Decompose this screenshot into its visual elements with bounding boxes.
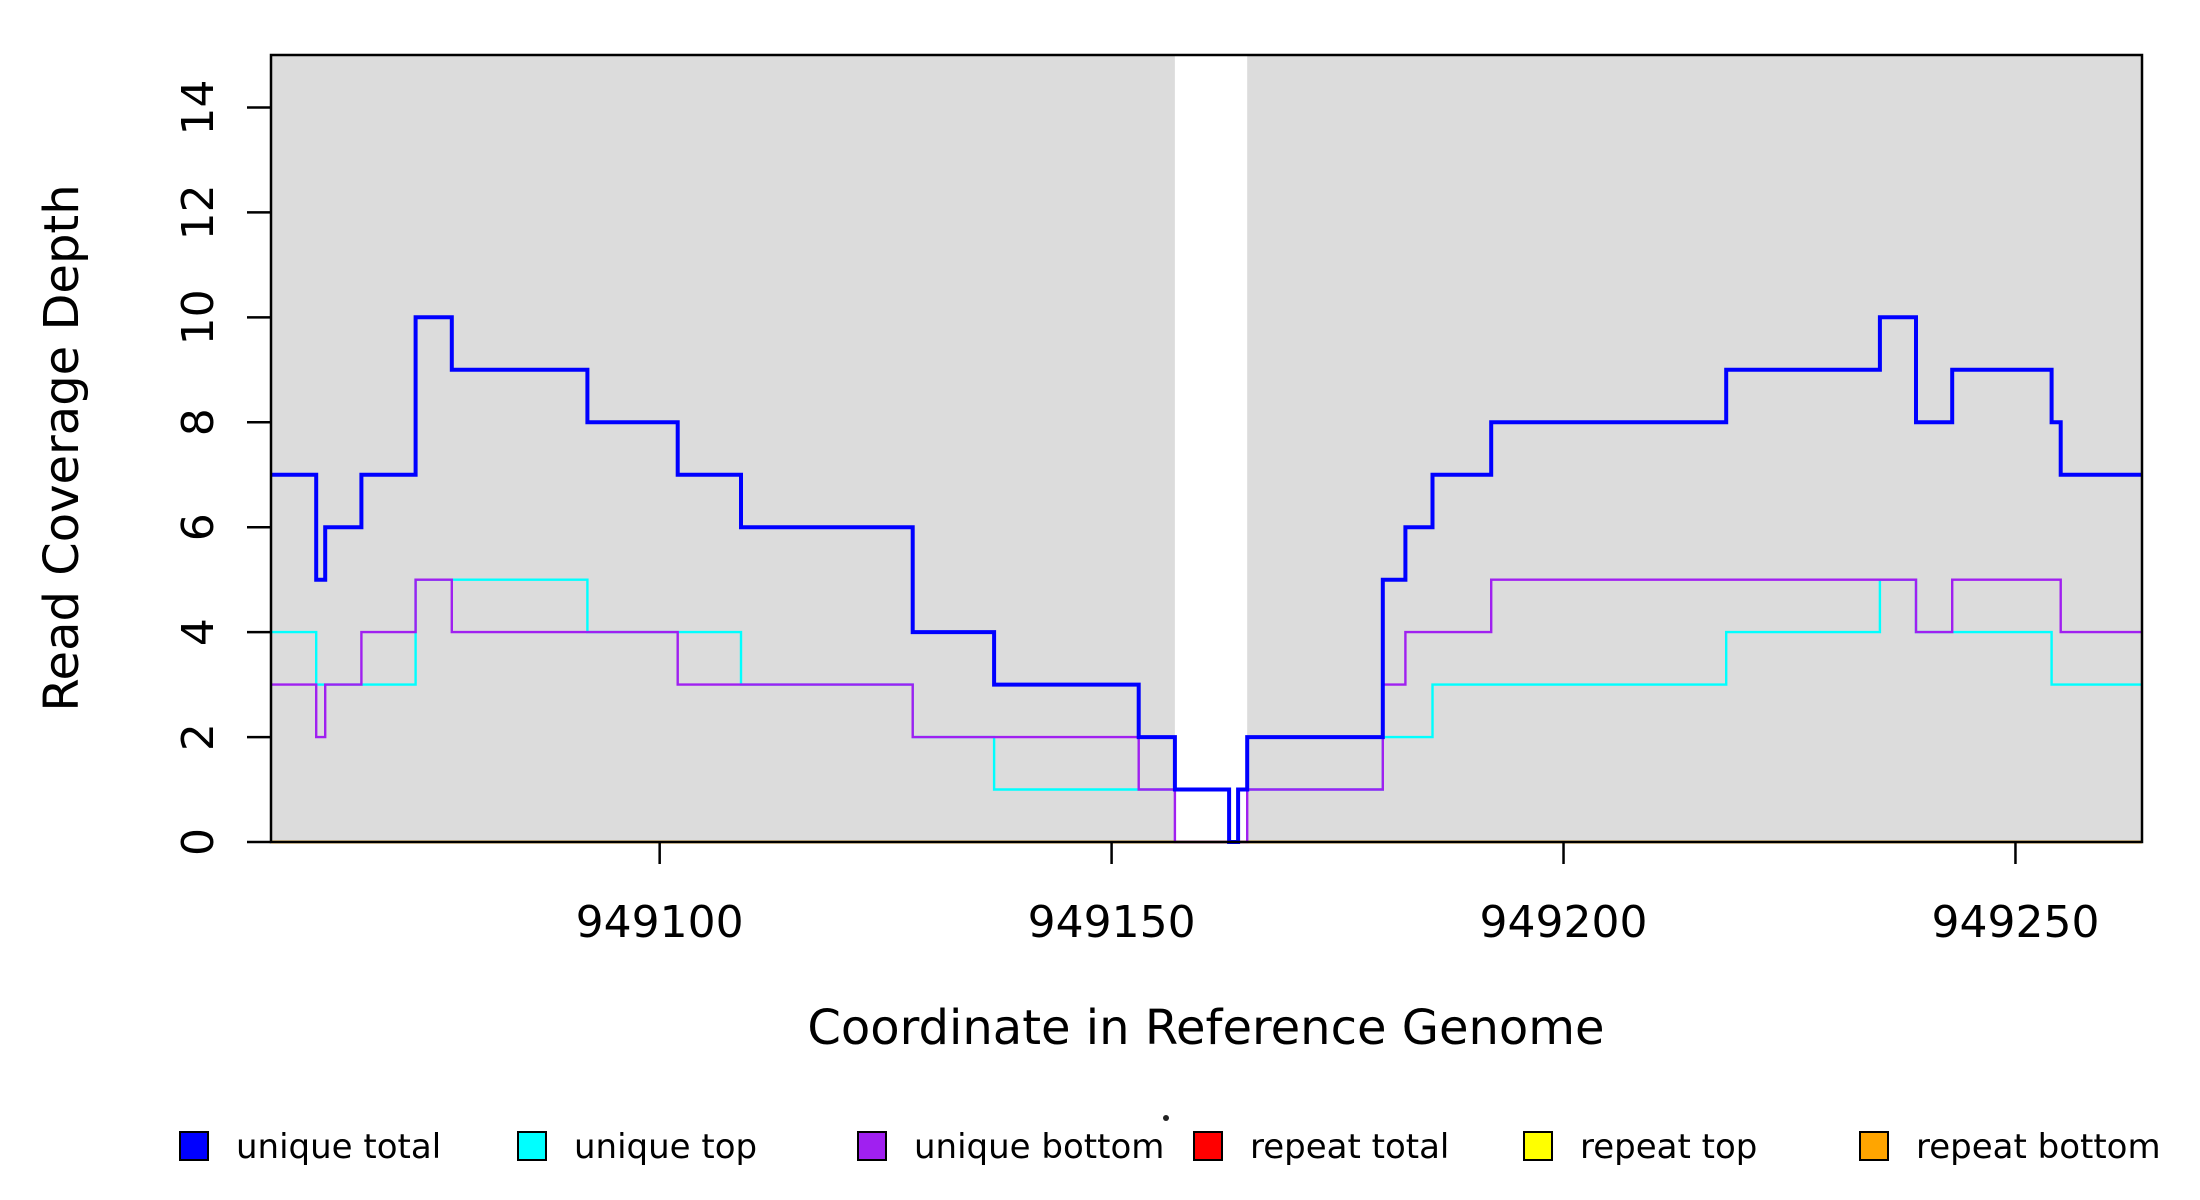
legend-item: unique total [179,1127,441,1167]
legend-swatch-repeat-total [1193,1131,1223,1161]
y-axis-tick-label: 10 [173,289,224,345]
series-unique-bottom [271,578,2142,844]
x-axis-tick-label: 949150 [1028,897,1196,948]
axes-layer: 949100 949150 949200 949250 0 2 4 6 8 10 12 14 [173,79,2099,948]
legend-label: unique top [574,1127,757,1167]
legend-label: repeat total [1250,1127,1449,1167]
legend-swatch-unique-total [179,1131,209,1161]
x-axis-tick-label: 949100 [576,897,744,948]
x-axis-tick-label: 949200 [1480,897,1648,948]
y-axis-tick-label: 14 [173,79,224,135]
legend-swatch-unique-top [517,1131,547,1161]
legend-label: repeat top [1580,1127,1757,1167]
legend-item: repeat top [1523,1127,1757,1167]
plot-panel [271,55,2142,842]
x-axis-title: Coordinate in Reference Genome [807,1000,1604,1056]
legend-swatch-repeat-bottom [1859,1131,1889,1161]
y-axis-tick-label: 12 [173,184,224,240]
plot-shaded-region [271,55,1175,842]
legend-item: unique bottom [857,1127,1164,1167]
legend: unique total unique top unique bottom repea… [179,1115,2161,1167]
y-axis-tick-label: 8 [173,408,224,436]
series-unique-total [271,315,2142,844]
legend-swatch-repeat-top [1523,1131,1553,1161]
legend-item: repeat total [1193,1127,1449,1167]
y-axis-title: Read Coverage Depth [34,184,90,711]
y-axis-tick-label: 2 [173,723,224,751]
legend-item: unique top [517,1127,757,1167]
legend-label: unique bottom [914,1127,1164,1167]
legend-label: repeat bottom [1916,1127,2161,1167]
plot-shaded-region [1247,55,2142,842]
legend-label: unique total [236,1127,441,1167]
y-axis-tick-label: 6 [173,513,224,541]
x-axis-tick-label: 949250 [1931,897,2099,948]
legend-artifact-dot [1163,1115,1169,1121]
y-axis-tick-label: 0 [173,828,224,856]
legend-item: repeat bottom [1859,1127,2161,1167]
plot-border [269,53,2144,844]
y-axis-tick-label: 4 [173,618,224,646]
legend-swatch-unique-bottom [857,1131,887,1161]
